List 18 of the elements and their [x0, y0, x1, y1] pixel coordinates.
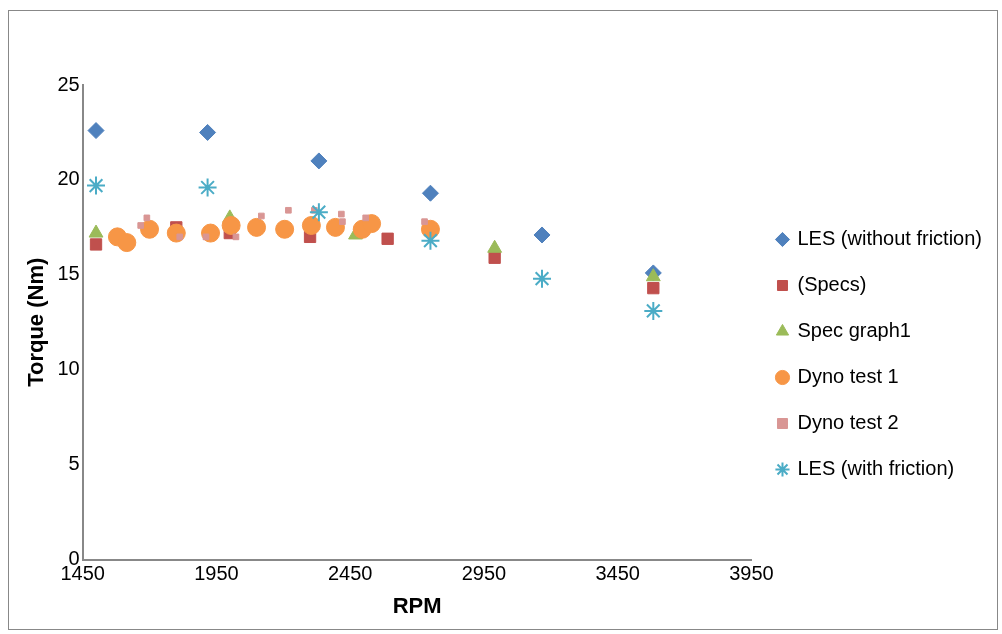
x-tick-label: 2950 — [461, 562, 507, 585]
y-tick-label: 15 — [57, 262, 80, 285]
y-tick-label: 5 — [68, 452, 80, 475]
y-tick-label: 10 — [57, 357, 80, 380]
x-tick-label: 2450 — [327, 562, 373, 585]
legend-label: Dyno test 1 — [797, 365, 899, 388]
y-tick-label: 20 — [57, 167, 80, 190]
legend-label: Spec graph1 — [797, 319, 911, 342]
x-tick-label: 1950 — [194, 562, 239, 585]
x-tick-label: 3950 — [729, 562, 774, 585]
legend-label: LES (without friction) — [797, 227, 982, 250]
y-axis-title: Torque (Nm) — [23, 257, 49, 387]
x-axis-title: RPM — [392, 592, 442, 618]
y-tick-label: 25 — [57, 72, 80, 95]
legend-label: (Specs) — [797, 273, 867, 296]
x-tick-label: 3450 — [595, 562, 640, 585]
legend-label: LES (with friction) — [797, 457, 955, 480]
legend-label: Dyno test 2 — [797, 411, 899, 434]
